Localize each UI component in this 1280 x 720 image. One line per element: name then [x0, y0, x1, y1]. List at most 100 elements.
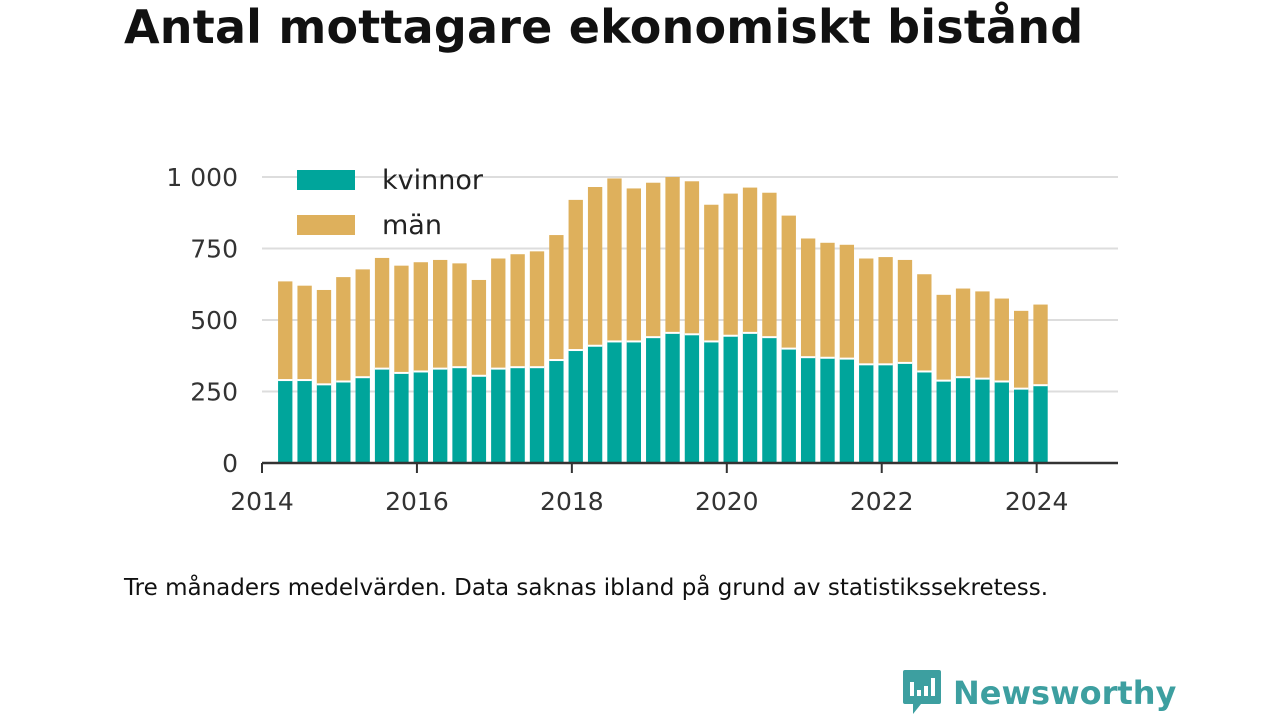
bar-män [839, 244, 855, 359]
bar-kvinnor [568, 350, 583, 463]
bar-män [549, 235, 564, 361]
bar-män [781, 215, 796, 349]
chart-title: Antal mottagare ekonomiskt bistånd [124, 0, 1084, 54]
bar-kvinnor [723, 335, 738, 463]
bar-män [1014, 310, 1029, 389]
y-tick-label: 500 [190, 306, 238, 335]
newsworthy-logo-icon [903, 670, 941, 714]
x-tick-label: 2020 [695, 487, 759, 516]
bar-män [433, 259, 448, 369]
bar-kvinnor [859, 364, 874, 463]
y-tick-label: 250 [190, 378, 238, 407]
bar-män [800, 238, 816, 358]
y-tick-label: 750 [190, 235, 238, 264]
bar-kvinnor [1014, 388, 1029, 463]
bar-kvinnor [278, 380, 293, 463]
brand-name: Newsworthy [953, 674, 1177, 712]
bar-män [955, 288, 971, 378]
bar-män [355, 269, 370, 378]
bar-kvinnor [491, 368, 506, 463]
bar-män [762, 192, 777, 338]
bar-män [975, 291, 990, 379]
x-tick-label: 2016 [385, 487, 449, 516]
legend-label-kvinnor: kvinnor [382, 165, 484, 196]
bar-män [917, 274, 932, 372]
bar-kvinnor [646, 337, 661, 463]
bar-kvinnor [297, 380, 312, 463]
x-tick-label: 2024 [1005, 487, 1069, 516]
bar-män [820, 242, 835, 358]
bar-män [897, 259, 913, 363]
x-tick-label: 2022 [850, 487, 914, 516]
bar-män [510, 254, 525, 368]
bar-män [529, 251, 545, 368]
bar-kvinnor [626, 341, 641, 463]
bar-kvinnor [820, 357, 835, 463]
bar-kvinnor [355, 377, 370, 463]
bar-män [413, 262, 428, 372]
bar-män [704, 204, 719, 342]
bar-män [587, 187, 603, 346]
bar-män [936, 294, 951, 381]
bar-män [278, 281, 293, 381]
bar-kvinnor [878, 364, 893, 463]
brand-logo: Newsworthy [901, 668, 1176, 718]
bar-män [394, 265, 409, 373]
bar-män [297, 285, 312, 381]
bar-män [491, 258, 506, 369]
bar-män [665, 177, 680, 333]
bar-kvinnor [529, 367, 545, 463]
bar-kvinnor [510, 367, 525, 463]
bar-kvinnor [452, 367, 467, 463]
bar-kvinnor [549, 360, 564, 463]
y-tick-label: 1 000 [166, 163, 238, 192]
bar-kvinnor [1033, 385, 1048, 463]
bar-män [471, 279, 487, 376]
bar-män [994, 298, 1009, 382]
bar-kvinnor [897, 362, 913, 463]
bar-män [646, 182, 661, 338]
bar-kvinnor [374, 368, 390, 463]
bar-kvinnor [975, 378, 990, 463]
legend: kvinnor män [297, 165, 484, 241]
bar-kvinnor [394, 372, 409, 463]
bar-kvinnor [665, 332, 680, 463]
bar-män [859, 258, 874, 365]
bar-kvinnor [762, 337, 777, 463]
bar-kvinnor [917, 371, 932, 463]
bar-kvinnor [994, 381, 1009, 463]
bar-män [742, 187, 758, 333]
bar-män [452, 263, 467, 368]
bar-kvinnor [587, 345, 603, 463]
bar-kvinnor [839, 358, 855, 463]
x-tick-label: 2014 [230, 487, 294, 516]
bar-kvinnor [336, 381, 351, 463]
bar-män [374, 257, 390, 369]
bar-kvinnor [955, 377, 971, 463]
bar-kvinnor [800, 357, 816, 463]
bar-kvinnor [742, 332, 758, 463]
bar-män [878, 257, 893, 365]
bar-män [626, 188, 641, 342]
bar-kvinnor [316, 384, 332, 463]
footnote: Tre månaders medelvärden. Data saknas ib… [124, 575, 1049, 601]
bar-män [684, 181, 700, 335]
bar-kvinnor [684, 334, 700, 463]
bar-kvinnor [413, 371, 428, 463]
bar-män [607, 178, 622, 342]
bar-män [336, 277, 351, 382]
bar-kvinnor [781, 348, 796, 463]
axes: 0 250 500 750 1 000 2014 2016 2018 2020 2022 2024 [166, 163, 1118, 516]
bar-män [1033, 304, 1048, 386]
bar-män [723, 193, 738, 336]
x-tick-label: 2018 [540, 487, 604, 516]
bar-män [316, 289, 332, 385]
bar-kvinnor [704, 341, 719, 463]
bar-kvinnor [607, 341, 622, 463]
bar-kvinnor [471, 375, 487, 463]
bar-kvinnor [936, 380, 951, 463]
bars [278, 177, 1048, 463]
bar-män [568, 199, 583, 351]
legend-label-män: män [382, 210, 442, 241]
